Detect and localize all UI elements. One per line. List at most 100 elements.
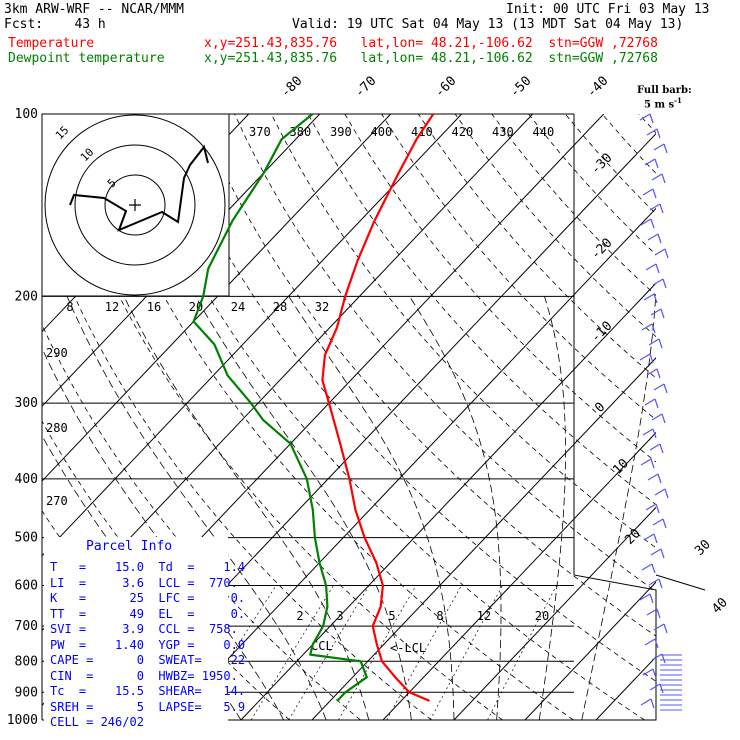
wind-barb-staff xyxy=(640,698,652,706)
parcel-info-right: SHEAR= 14. xyxy=(143,684,246,698)
pressure-label: 100 xyxy=(15,107,38,122)
wind-barb-staff xyxy=(654,488,666,496)
wind-barb-flag xyxy=(651,323,656,334)
temperature-label: 40 xyxy=(709,595,731,617)
dry-adiabat-line xyxy=(123,114,645,720)
theta-e-label: 380 xyxy=(290,125,312,139)
parcel-info-left: Tc = 15.5 xyxy=(50,684,144,698)
wind-barb-staff xyxy=(649,203,661,211)
parcel-info-right: YGP = 0.0 xyxy=(143,637,246,652)
moist-adiabat-line xyxy=(409,296,502,720)
hodograph-ring xyxy=(74,144,196,266)
parcel-info-right: SWEAT= 22 xyxy=(143,653,246,667)
moist-adiabat-line xyxy=(66,296,327,720)
parcel-info-left: PW = 1.40 xyxy=(50,637,144,652)
wind-barb-flag xyxy=(659,443,664,454)
pressure-tick-labels: 100 200 300 400 500 600 700 800 900 1000 xyxy=(7,107,38,728)
dry-adiabat-line xyxy=(454,114,656,338)
wind-barb-flag xyxy=(650,218,655,229)
wind-barb-staff xyxy=(645,503,657,511)
wind-barb-flag xyxy=(658,578,663,589)
wind-barb-flag xyxy=(650,458,655,469)
wind-barb-staff xyxy=(642,428,654,436)
parcel-info-left: SREH = 5 xyxy=(50,699,144,714)
wind-barb-staff xyxy=(648,338,660,346)
dewpoint-line xyxy=(192,114,368,702)
wind-barb-flag xyxy=(654,158,659,169)
wind-barbs xyxy=(639,113,682,711)
speed-scale-label: 12 xyxy=(105,300,119,314)
temperature-label: -80 xyxy=(278,74,305,101)
wind-barb-flag xyxy=(651,563,656,574)
temperature-label: -60 xyxy=(432,74,459,101)
wind-barb-flag xyxy=(649,113,654,124)
wind-barb-flag xyxy=(661,413,666,424)
wind-barb-staff xyxy=(652,518,664,526)
parcel-info-row: K = 25 LFC = 0. xyxy=(50,591,245,605)
temperature-tick-labels: -80 -70 -60 -50 -40 -30 -20 -10 0 10 20 30 40 xyxy=(278,74,731,617)
temperature-legend: Temperature xyxy=(8,36,95,51)
lcl-marker: <-LCL xyxy=(390,641,426,655)
wind-barb-staff xyxy=(641,563,653,571)
parcel-info-left: CAPE = 0 xyxy=(50,653,144,667)
pressure-label: 200 xyxy=(15,289,38,304)
pressure-label: 400 xyxy=(15,472,38,487)
mixing-ratio-line xyxy=(338,585,417,720)
parcel-info-row: T = 15.0 Td = 1.4 xyxy=(50,560,245,574)
isotherm-line xyxy=(382,431,656,720)
wind-barb-flag xyxy=(655,503,660,514)
wind-barb-flag xyxy=(656,368,661,379)
parcel-info-right: LAPSE= 5.9 xyxy=(143,699,246,714)
wind-barb-flag xyxy=(661,173,666,184)
dry-adiabat-line xyxy=(638,114,656,134)
parcel-info-panel: Parcel Info T = 15.0 Td = 1.4 LI = 3.6 LC… xyxy=(44,537,245,729)
temperature-label: -10 xyxy=(588,319,615,346)
dewpoint-legend: Dewpoint temperature xyxy=(8,51,165,66)
isotherm-line xyxy=(311,357,656,720)
barb-scale-label: Full barb: 5 m s-1 xyxy=(637,86,692,110)
wind-barb-flag xyxy=(653,293,658,304)
mixing-ratio-line xyxy=(250,585,334,720)
dry-adiabat-line xyxy=(528,114,656,256)
wind-barb-staff xyxy=(639,353,651,361)
parcel-info-left: CELL = 246/02 xyxy=(50,715,144,729)
parcel-info-right: Td = 1.4 xyxy=(143,560,246,574)
moist-adiabat-line xyxy=(538,296,567,720)
parcel-info-row: SREH = 5 LAPSE= 5.9 xyxy=(50,700,245,714)
parcel-info-right: LFC = 0. xyxy=(143,591,246,605)
isotherm-line xyxy=(595,656,656,720)
wind-barb-flag xyxy=(657,473,662,484)
wind-barb-flag xyxy=(654,398,659,409)
dry-adiabat-line xyxy=(601,114,656,174)
wind-barb-staff xyxy=(644,398,656,406)
moist-adiabat-line xyxy=(581,296,656,720)
wind-barb-staff xyxy=(649,683,661,691)
temperature-label: 30 xyxy=(692,537,714,559)
wind-barb-staff xyxy=(654,248,666,256)
wind-barb-staff xyxy=(642,668,654,676)
model-title: 3km ARW-WRF -- NCAR/MMM xyxy=(4,2,185,17)
dry-adiabat-line xyxy=(234,114,656,593)
temperature-line xyxy=(321,114,435,702)
wind-barb-staff xyxy=(650,308,662,316)
wind-barb-staff xyxy=(644,638,656,646)
hodograph-ring xyxy=(104,174,166,236)
parcel-info-left: CIN = 0 xyxy=(50,668,144,683)
parcel-info-row: Tc = 15.5 SHEAR= 14. xyxy=(50,684,245,698)
dry-adiabat-line xyxy=(676,114,740,720)
barb-scale-exponent: -1 xyxy=(674,96,682,105)
temperature-label: -20 xyxy=(588,236,615,263)
mixing-ratio-line xyxy=(288,585,370,720)
barb-scale-unit: 5 m s xyxy=(644,99,675,111)
speed-scale-label: 24 xyxy=(231,300,245,314)
wind-barb-flag xyxy=(663,143,668,154)
wind-barb-staff xyxy=(651,173,663,181)
dry-adiabat-line xyxy=(381,114,656,421)
sounding-series xyxy=(192,114,435,702)
wind-barb-flag xyxy=(653,533,658,544)
wind-barb-flag xyxy=(652,188,657,199)
isotherm-line xyxy=(240,282,656,720)
wind-barb-staff xyxy=(646,128,658,136)
pressure-label: 300 xyxy=(15,396,38,411)
